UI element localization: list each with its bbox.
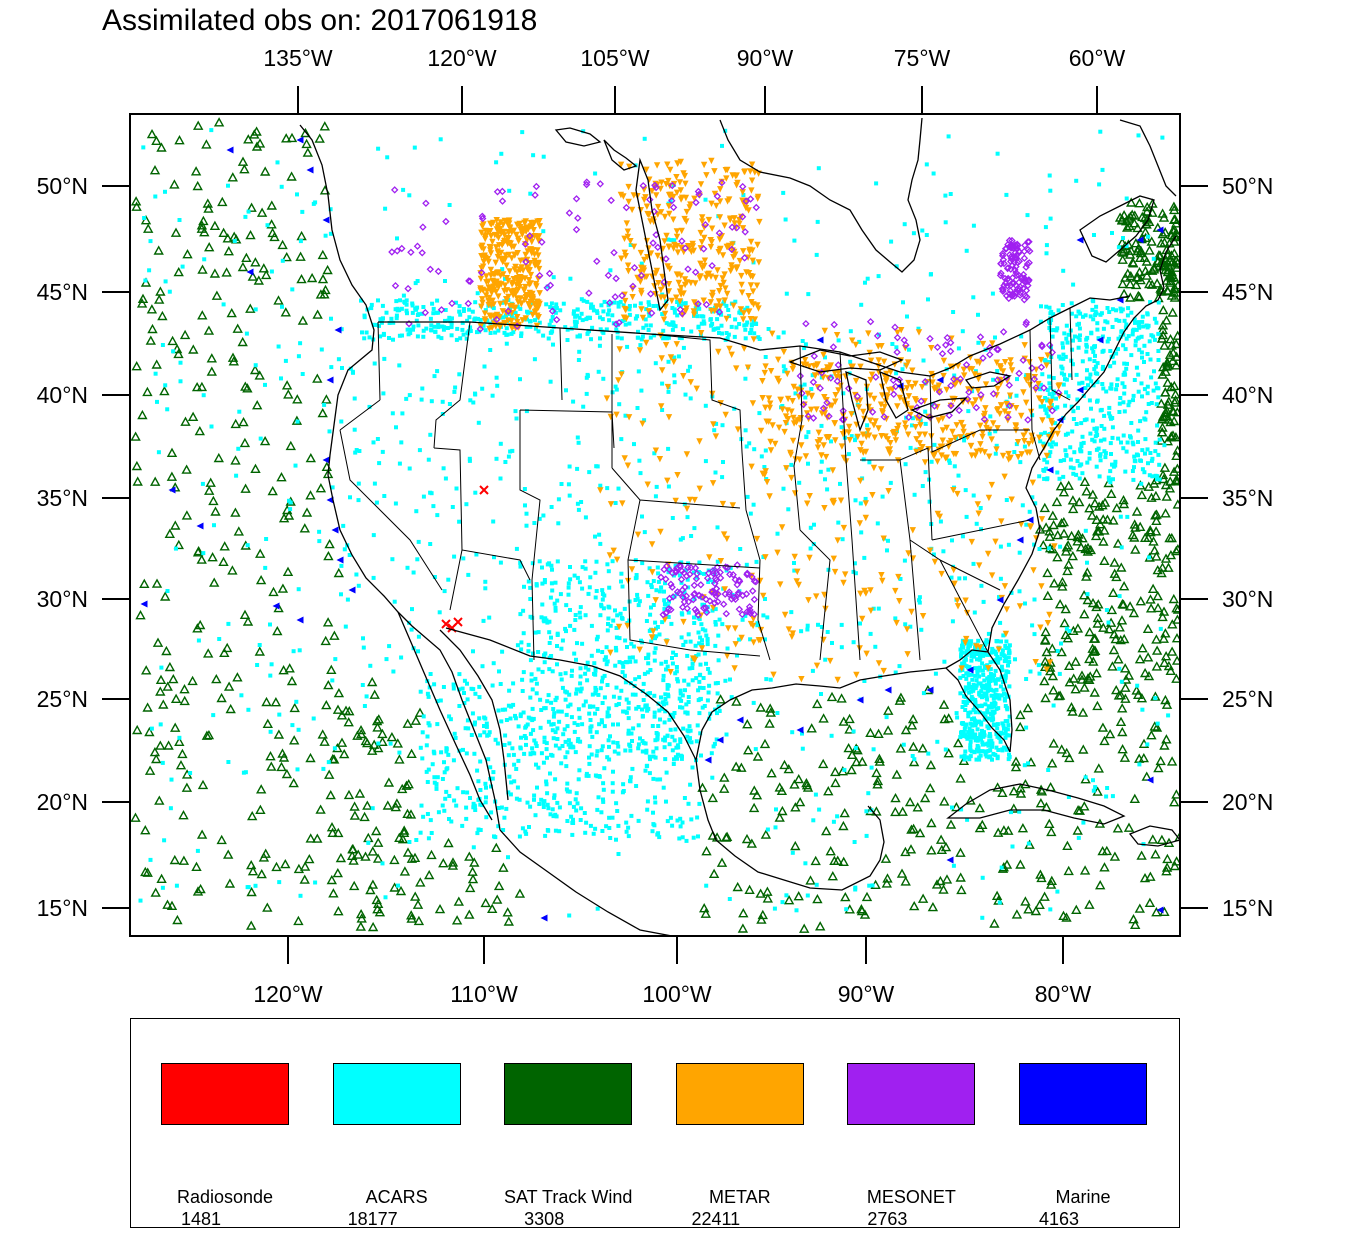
bottom-lon-label: 80°W: [1035, 981, 1092, 1007]
state-borders: [339, 307, 1073, 661]
gulf-of-california-coast: [439, 629, 509, 801]
top-lon-label: 135°W: [263, 45, 333, 71]
right-lat-label: 20°N: [1222, 789, 1273, 815]
metar-points: [477, 157, 1063, 684]
mesonet-points: [388, 178, 1063, 619]
gulf-coastline: [695, 667, 1011, 761]
observation-points: [130, 117, 1180, 933]
hispaniola-coastline: [1128, 825, 1180, 847]
legend-box: Radiosonde 1481 ACARS 18177 SAT Track Wind 33…: [130, 1018, 1180, 1229]
top-lon-label: 60°W: [1069, 45, 1126, 71]
west-coastline: [299, 124, 501, 831]
legend-swatch: [1019, 1063, 1147, 1125]
right-lat-label: 30°N: [1222, 586, 1273, 612]
left-lat-label: 50°N: [37, 173, 88, 199]
top-lon-label: 105°W: [580, 45, 650, 71]
radiosonde-points: [441, 485, 489, 633]
right-lat-label: 50°N: [1222, 173, 1273, 199]
legend-swatch: [847, 1063, 976, 1125]
cuba-coastline: [946, 783, 1126, 825]
marine-points: [140, 136, 1164, 922]
top-lon-label: 90°W: [737, 45, 794, 71]
observation-map: 135°W 120°W 105°W 90°W 75°W 60°W 120°W 110°W 100…: [37, 45, 1274, 1007]
bottom-lon-label: 100°W: [642, 981, 712, 1007]
left-lat-label: 45°N: [37, 279, 88, 305]
bottom-lon-label: 90°W: [838, 981, 895, 1007]
east-coastline: [987, 235, 1177, 653]
legend-swatch: [332, 1063, 461, 1125]
maritime-coast: [1079, 119, 1177, 263]
legend-label: MESONET: [866, 1187, 956, 1207]
right-lat-label: 40°N: [1222, 382, 1273, 408]
legend-label: Marine: [1055, 1187, 1111, 1207]
legend-count: 18177: [347, 1209, 398, 1229]
right-lat-label: 15°N: [1222, 895, 1273, 921]
legend-label: ACARS: [365, 1187, 428, 1207]
top-lon-label: 75°W: [894, 45, 951, 71]
left-lat-label: 15°N: [37, 895, 88, 921]
us-mexico-border: [445, 627, 697, 761]
right-lat-label: 25°N: [1222, 686, 1273, 712]
left-lat-label: 25°N: [37, 686, 88, 712]
mexico-pacific-coast: [499, 829, 673, 936]
map-title: Assimilated obs on: 2017061918: [102, 4, 538, 37]
florida-coastline: [945, 649, 1013, 753]
legend-count: 22411: [691, 1209, 741, 1229]
canadian-lakes: [554, 127, 669, 312]
bottom-lon-label: 120°W: [253, 981, 323, 1007]
legend-label: METAR: [708, 1187, 771, 1207]
acars-points: [138, 128, 1171, 920]
hudson-bay-coast: [719, 117, 923, 273]
baja-coastline: [397, 611, 493, 821]
left-lat-label: 40°N: [37, 382, 88, 408]
left-lat-label: 30°N: [37, 586, 88, 612]
left-lat-label: 20°N: [37, 789, 88, 815]
legend-count: 1481: [180, 1209, 222, 1229]
right-lat-label: 35°N: [1222, 485, 1273, 511]
legend-swatch: [161, 1063, 289, 1125]
legend-label: Radiosonde: [176, 1187, 274, 1207]
legend-count: 2763: [867, 1209, 908, 1229]
left-lat-label: 35°N: [37, 485, 88, 511]
map-frame: [129, 113, 1181, 937]
right-lat-label: 45°N: [1222, 279, 1273, 305]
top-lon-label: 120°W: [427, 45, 497, 71]
mexico-gulf-coast: [695, 759, 885, 891]
legend-swatch: [504, 1063, 633, 1125]
bottom-lon-label: 110°W: [450, 981, 518, 1007]
coastlines-and-borders: [299, 117, 1180, 936]
great-lakes: [788, 349, 1012, 433]
legend-count: 3308: [524, 1209, 565, 1229]
legend-label: SAT Track Wind: [504, 1187, 633, 1207]
legend-count: 4163: [1038, 1209, 1080, 1229]
legend-swatch: [675, 1063, 804, 1125]
map-axes: 135°W 120°W 105°W 90°W 75°W 60°W 120°W 110°W 100…: [37, 45, 1274, 1007]
